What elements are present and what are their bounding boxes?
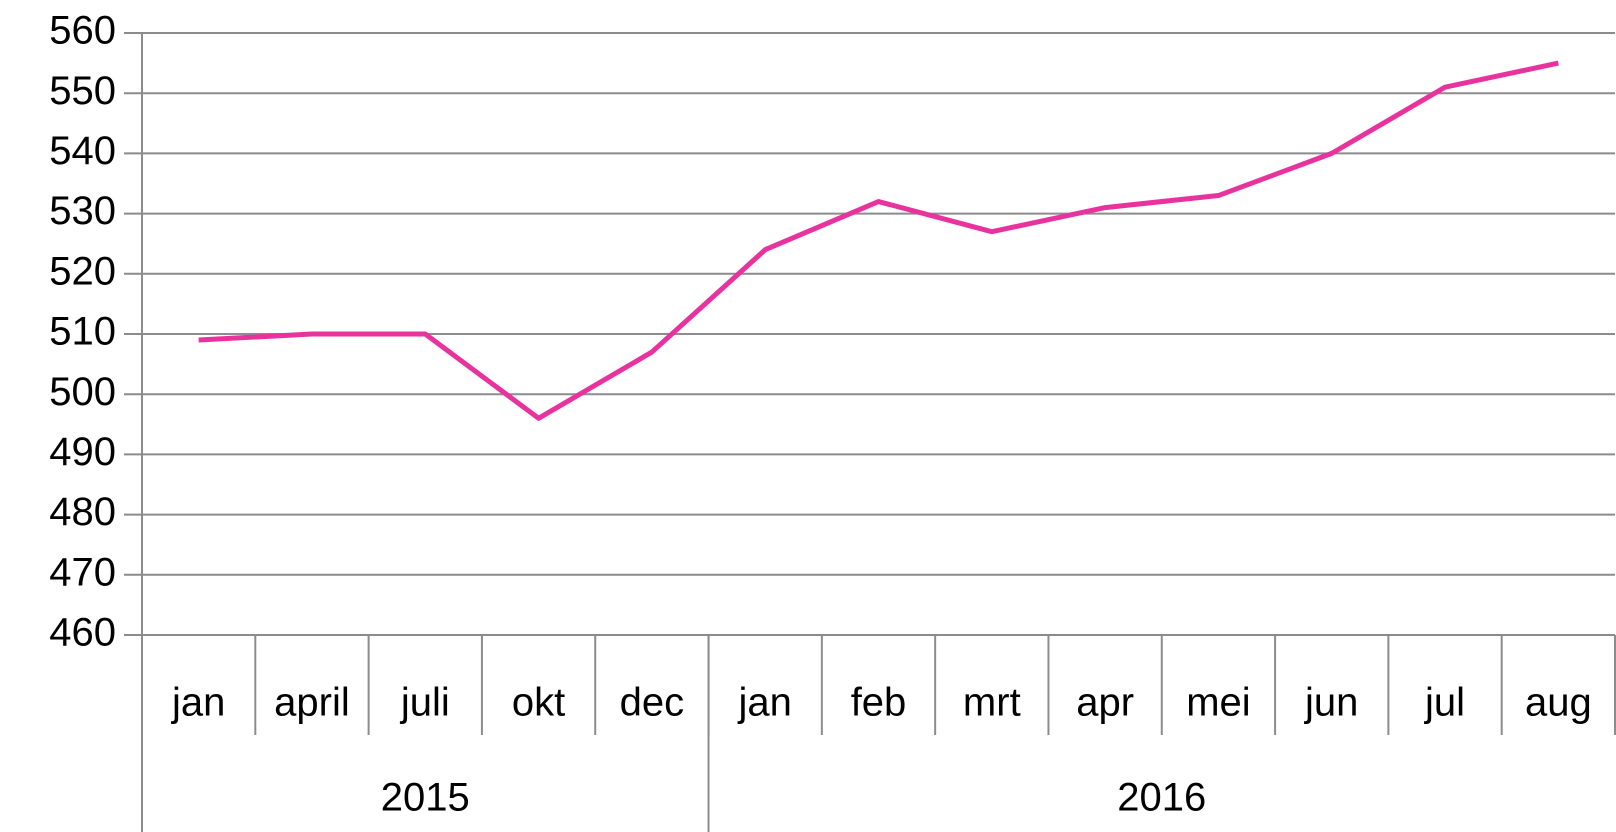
x-tick-label: jun	[1304, 681, 1358, 725]
y-tick-label: 510	[49, 310, 116, 354]
x-tick-label: april	[274, 681, 350, 725]
y-tick-label: 460	[49, 611, 116, 655]
y-tick-label: 560	[49, 9, 116, 53]
x-tick-label: jan	[737, 681, 791, 725]
x-tick-label: okt	[512, 681, 565, 725]
x-tick-label: dec	[620, 681, 685, 725]
data-line	[198, 60, 1559, 421]
y-tick-label: 470	[49, 550, 116, 594]
group-label: 2016	[1117, 776, 1206, 820]
x-tick-label: feb	[851, 681, 907, 725]
y-tick-label: 490	[49, 430, 116, 474]
y-tick-label: 540	[49, 129, 116, 173]
y-tick-label: 520	[49, 249, 116, 293]
x-tick-label: mrt	[963, 681, 1021, 725]
x-tick-label: jan	[171, 681, 225, 725]
x-tick-label: juli	[400, 681, 450, 725]
x-tick-label: mei	[1186, 681, 1250, 725]
group-label: 2015	[381, 776, 470, 820]
x-tick-label: aug	[1525, 681, 1592, 725]
y-tick-label: 500	[49, 370, 116, 414]
y-tick-label: 480	[49, 490, 116, 534]
y-tick-label: 550	[49, 69, 116, 113]
x-tick-label: jul	[1424, 681, 1465, 725]
y-tick-label: 530	[49, 189, 116, 233]
x-tick-label: apr	[1076, 681, 1134, 725]
